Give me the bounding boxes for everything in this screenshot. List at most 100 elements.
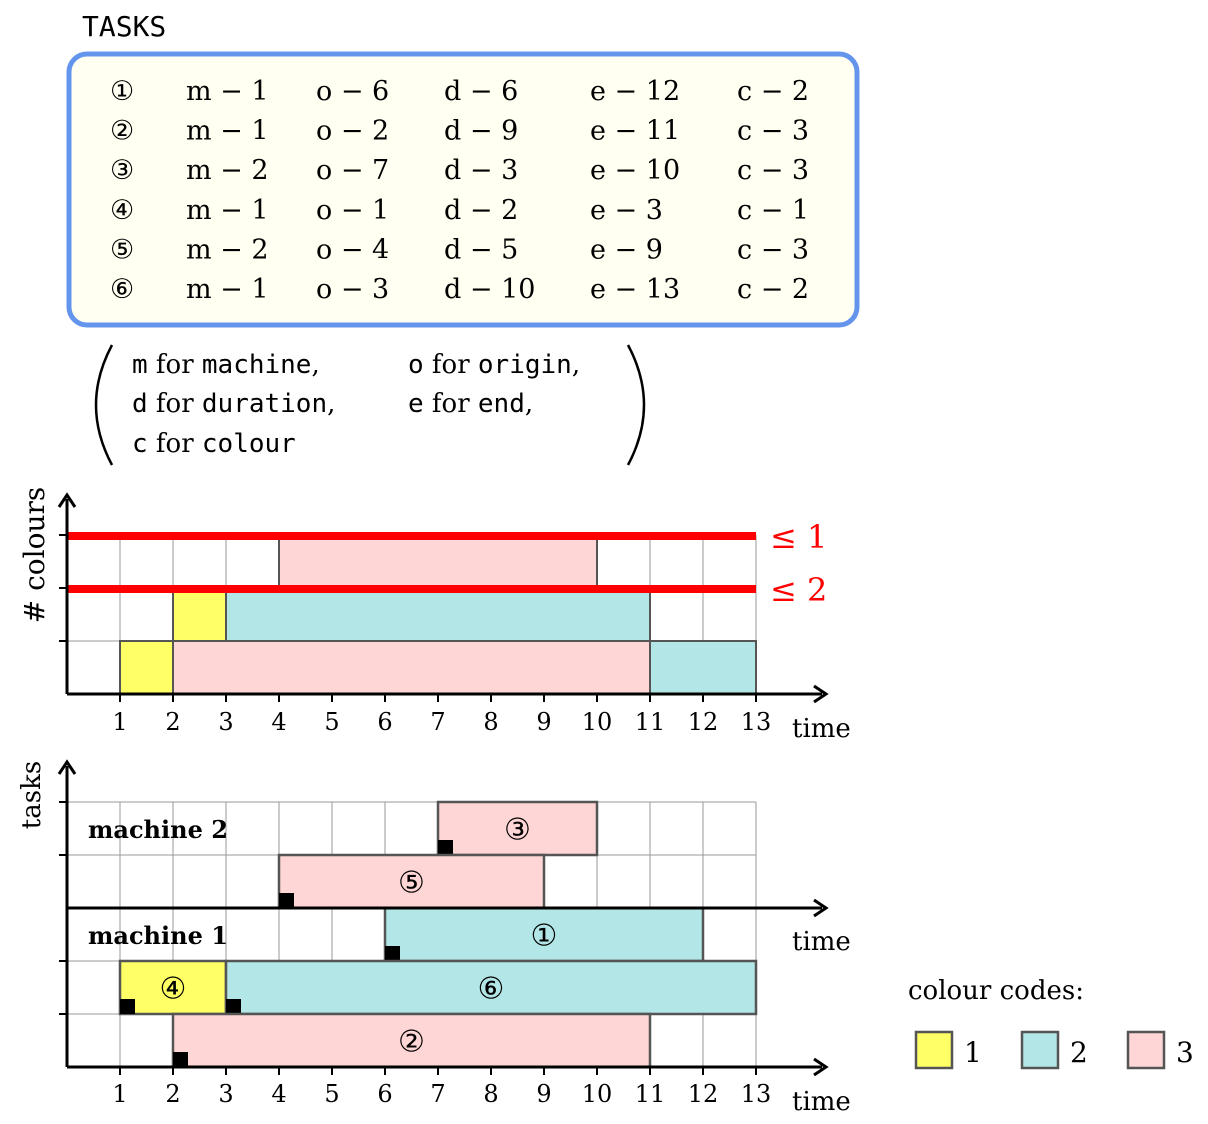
task-bar: [383, 906, 705, 963]
note-line2b: e for end,: [408, 389, 533, 419]
x-tick-label: 8: [483, 708, 498, 736]
task-cell-o: o − 3: [316, 274, 389, 305]
task-cell-c: c − 2: [737, 274, 809, 305]
x-tick-label: 1: [112, 1080, 127, 1108]
task-origin-marker: [385, 946, 400, 961]
capacity-limit-label: ≤ 2: [770, 571, 827, 609]
x-tick-label: 7: [430, 708, 445, 736]
task-cell-m: m − 1: [186, 116, 269, 147]
colour-code-swatch: [1020, 1030, 1060, 1070]
note-line3a: c for colour: [132, 429, 296, 459]
colour-codes-legend: colour codes: 1 2 3: [908, 976, 1194, 1070]
task-bar: [224, 959, 758, 1016]
task-bar: [436, 800, 599, 857]
task-cell-d: d − 5: [444, 234, 518, 265]
x-tick-label: 10: [582, 1080, 613, 1108]
task-cell-e: e − 10: [590, 155, 680, 186]
note-line1a: m for machine,: [132, 350, 320, 380]
task-origin-marker: [438, 840, 453, 855]
task-cell-m: m − 2: [186, 234, 269, 265]
colour-code-label: 2: [1070, 1036, 1088, 1069]
x-tick-label: 4: [271, 708, 286, 736]
task-origin-marker: [226, 999, 241, 1014]
y-axis-arrow: [57, 492, 77, 508]
x-tick-label: 3: [218, 708, 233, 736]
x-tick-label: 5: [324, 1080, 339, 1108]
task-cell-o: o − 4: [316, 234, 389, 265]
task-bar: [171, 1012, 652, 1069]
x-tick-label: 6: [377, 708, 392, 736]
task-cell-id: ④: [110, 195, 134, 226]
x-tick-label: 11: [635, 708, 666, 736]
colour-usage-bar: [119, 640, 174, 695]
task-cell-o: o − 6: [316, 76, 389, 107]
x-tick-label: 7: [430, 1080, 445, 1108]
task-cell-c: c − 1: [737, 195, 809, 226]
colour-code-label: 1: [964, 1036, 982, 1069]
task-cell-m: m − 1: [186, 274, 269, 305]
colour-code-swatch: [1126, 1030, 1166, 1070]
colour-code-swatch: [914, 1030, 954, 1070]
colour-chart-ylabel: # colours: [18, 487, 51, 624]
legend-note: m for machine, o for origin, d for durat…: [94, 344, 646, 466]
task-cell-e: e − 13: [590, 274, 680, 305]
colour-usage-bar: [278, 534, 598, 589]
task-cell-id: ①: [110, 76, 134, 107]
task-cell-e: e − 9: [590, 234, 663, 265]
machine2-label: machine 2: [88, 815, 228, 844]
colour-code-label: 3: [1176, 1036, 1194, 1069]
task-origin-marker: [120, 999, 135, 1014]
task-cell-d: d − 3: [444, 155, 518, 186]
x-tick-label: 8: [483, 1080, 498, 1108]
task-bar-label: ⑤: [398, 866, 425, 901]
x-tick-label: 4: [271, 1080, 286, 1108]
task-chart-ylabel: tasks: [17, 761, 47, 829]
task-cell-c: c − 3: [737, 234, 809, 265]
task-chart-xlabel-top: time: [792, 927, 851, 957]
y-axis-arrow: [57, 759, 77, 775]
x-tick-label: 1: [112, 708, 127, 736]
x-tick-label: 13: [741, 1080, 772, 1108]
task-origin-marker: [279, 893, 294, 908]
task-cell-c: c − 2: [737, 76, 809, 107]
task-cell-id: ②: [110, 116, 134, 147]
x-tick-label: 2: [165, 1080, 180, 1108]
task-cell-m: m − 1: [186, 76, 269, 107]
colour-usage-bar: [225, 587, 651, 642]
colour-usage-bar: [649, 640, 757, 695]
task-table: ① m − 1 o − 6 d − 6 e − 12 c − 2 ② m − 1 o − 2 d …: [110, 76, 809, 305]
x-tick-label: 3: [218, 1080, 233, 1108]
x-tick-label: 10: [582, 708, 613, 736]
task-bar-label: ③: [504, 813, 531, 848]
note-line2a: d for duration,: [132, 389, 335, 419]
task-cell-m: m − 2: [186, 155, 269, 186]
tasks-title: TASKS: [82, 10, 166, 43]
colour-codes-title: colour codes:: [908, 976, 1084, 1006]
x-tick-label: 6: [377, 1080, 392, 1108]
x-tick-label: 12: [688, 708, 719, 736]
note-line1b: o for origin,: [408, 350, 580, 380]
left-paren: [94, 344, 114, 466]
task-cell-id: ⑥: [110, 274, 134, 305]
task-cell-id: ⑤: [110, 234, 134, 265]
capacity-limit-label: ≤ 1: [770, 518, 827, 556]
task-cell-id: ③: [110, 155, 134, 186]
x-tick-label: 12: [688, 1080, 719, 1108]
task-bar-label: ④: [160, 972, 187, 1007]
colour-usage-bar: [172, 640, 651, 695]
task-cell-o: o − 7: [316, 155, 389, 186]
task-cell-d: d − 2: [444, 195, 518, 226]
right-paren: [626, 344, 646, 466]
x-tick-label: 5: [324, 708, 339, 736]
task-chart-xlabel-bottom: time: [792, 1087, 851, 1117]
x-tick-label: 11: [635, 1080, 666, 1108]
task-origin-marker: [173, 1052, 188, 1067]
x-tick-label: 13: [741, 708, 772, 736]
task-cell-c: c − 3: [737, 155, 809, 186]
task-cell-d: d − 10: [444, 274, 535, 305]
x-tick-label: 9: [536, 1080, 551, 1108]
task-cell-e: e − 12: [590, 76, 680, 107]
colour-chart-xlabel: time: [792, 714, 851, 744]
